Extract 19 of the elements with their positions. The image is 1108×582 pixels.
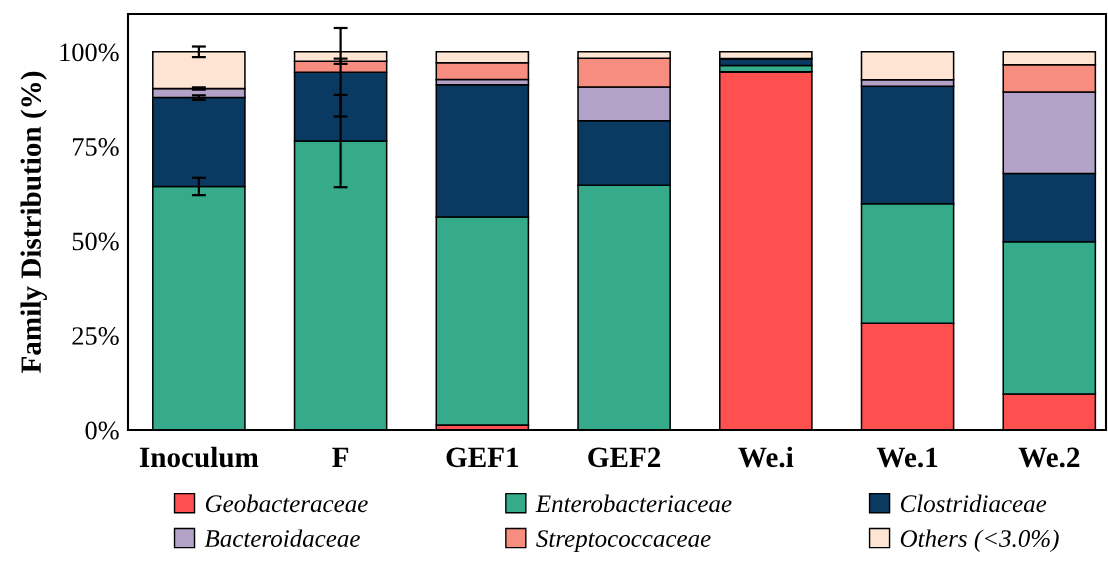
legend-label: Enterobacteriaceae bbox=[535, 494, 732, 513]
legend-label: Others (<3.0%) bbox=[900, 529, 1059, 553]
legend-label: Clostridiaceae bbox=[900, 494, 1047, 513]
y-tick-label: 50% bbox=[72, 232, 119, 251]
y-axis-title: Family Distribution (%) bbox=[20, 71, 47, 373]
legend-label: Bacteroidaceae bbox=[204, 529, 360, 547]
y-tick-label: 0% bbox=[85, 421, 119, 440]
x-tick-label: We.i bbox=[738, 446, 794, 468]
y-tick-label: 75% bbox=[73, 137, 119, 156]
x-tick-label: F bbox=[332, 447, 349, 467]
legend-label: Geobacteraceae bbox=[205, 494, 368, 513]
x-tick-label: GEF1 bbox=[446, 447, 519, 468]
x-tick-label: GEF2 bbox=[588, 447, 661, 468]
x-tick-label: We.1 bbox=[876, 447, 938, 468]
x-tick-label: Inoculum bbox=[139, 446, 259, 468]
y-tick-label: 25% bbox=[72, 327, 119, 345]
y-tick-label: 100% bbox=[60, 43, 119, 62]
legend-label: Streptococcaceae bbox=[536, 530, 711, 553]
x-tick-label: We.2 bbox=[1018, 447, 1080, 468]
